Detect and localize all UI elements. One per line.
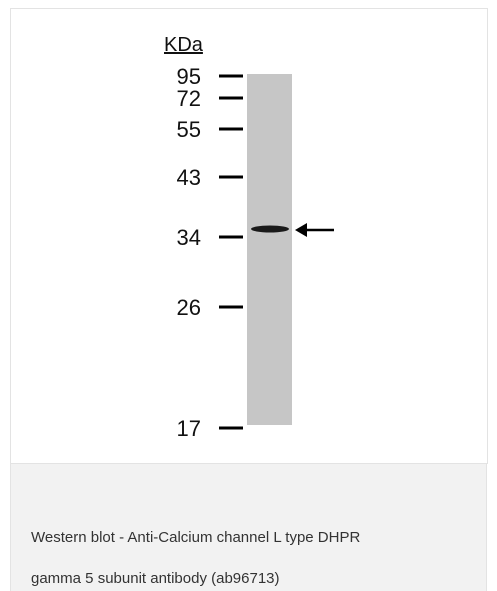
band: [251, 226, 289, 233]
marker-label: 55: [177, 117, 201, 142]
lane: [247, 74, 292, 425]
marker-label: 17: [177, 416, 201, 441]
caption-box: Western blot - Anti-Calcium channel L ty…: [10, 463, 487, 591]
marker-label: 26: [177, 295, 201, 320]
page: KDa 95725543342617 Western blot - Anti-C…: [0, 0, 497, 591]
unit-label: KDa: [164, 34, 204, 56]
caption-line: Western blot - Anti-Calcium channel L ty…: [31, 529, 360, 546]
marker-label: 43: [177, 165, 201, 190]
marker-label: 72: [177, 86, 201, 111]
caption-line: gamma 5 subunit antibody (ab96713): [31, 570, 280, 587]
marker-label: 34: [177, 225, 201, 250]
arrow-head: [295, 223, 307, 237]
